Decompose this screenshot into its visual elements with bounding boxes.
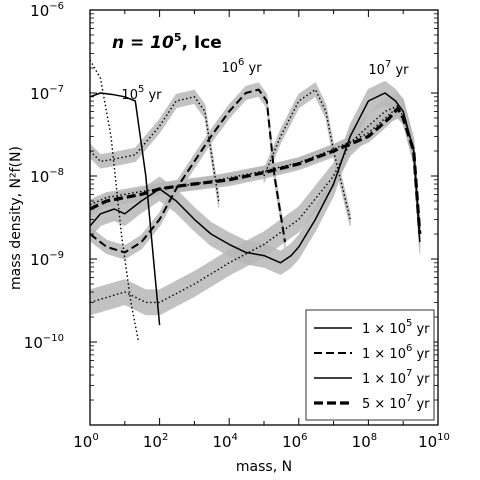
series-line — [89, 92, 161, 326]
y-tick-label-exp: −8 — [49, 167, 64, 178]
y-tick-label-exp: −9 — [49, 250, 64, 261]
x-tick-label-exp: 0 — [92, 432, 98, 443]
x-axis-label: mass, N — [236, 459, 292, 475]
curve-annotation: 105 yr — [121, 84, 162, 103]
series-line — [89, 106, 421, 231]
series-band — [263, 82, 351, 227]
curve-annotation-unit: yr — [391, 63, 409, 78]
x-tick-label: 108 — [352, 432, 377, 451]
legend: 1 × 105 yr1 × 106 yr1 × 107 yr5 × 107 yr — [305, 309, 435, 421]
chart-title-prefix: n = 10 — [112, 33, 174, 53]
legend-entry-base: 1 × 10 — [362, 372, 406, 387]
curve-annotation-unit: yr — [144, 88, 162, 103]
series-line — [89, 105, 421, 304]
x-tick-label-exp: 4 — [232, 432, 238, 443]
curve-annotation-base: 10 — [368, 63, 385, 78]
x-tick-label: 100 — [73, 432, 98, 451]
chart-title-exponent: 5 — [174, 31, 182, 44]
x-tick-label-base: 10 — [282, 433, 301, 451]
x-tick-label-base: 10 — [418, 433, 437, 451]
x-tick-label: 106 — [282, 432, 307, 451]
y-tick-label-base: 10 — [30, 251, 49, 269]
series-line — [89, 88, 286, 254]
legend-entry-unit: yr — [412, 347, 430, 362]
y-tick-label: 10−9 — [30, 250, 64, 269]
x-tick-label: 102 — [143, 432, 168, 451]
curve-annotation-unit: yr — [244, 61, 262, 76]
legend-entry-unit: yr — [412, 397, 430, 412]
y-tick-label: 10−8 — [30, 167, 64, 186]
y-tick-label-exp: −7 — [49, 84, 64, 95]
x-tick-label-exp: 8 — [371, 432, 377, 443]
x-tick-label: 104 — [212, 432, 237, 451]
legend-entry-exp: 7 — [406, 393, 412, 404]
plot-frame — [89, 9, 439, 426]
y-tick-label-base: 10 — [30, 168, 49, 186]
x-tick-label-exp: 10 — [437, 432, 450, 443]
x-tick-label-base: 10 — [73, 433, 92, 451]
series-line — [89, 59, 140, 343]
chart-title: n = 105, Ice — [112, 31, 222, 53]
legend-entry-base: 1 × 10 — [362, 322, 406, 337]
x-tick-label-exp: 6 — [301, 432, 307, 443]
series-line — [89, 92, 421, 264]
curve-annotation-exp: 6 — [238, 57, 244, 68]
legend-entry-exp: 5 — [406, 318, 412, 329]
chart-title-suffix: , Ice — [182, 33, 222, 53]
series-lines — [89, 59, 422, 343]
x-tick-label: 1010 — [418, 432, 450, 451]
x-tick-label-base: 10 — [212, 433, 231, 451]
x-tick-label-base: 10 — [352, 433, 371, 451]
y-tick-label: 10−6 — [30, 1, 64, 20]
curve-annotation: 106 yr — [221, 57, 262, 76]
y-tick-label: 10−10 — [24, 333, 64, 352]
legend-entry: 1 × 105 yr — [362, 318, 430, 337]
y-tick-label-base: 10 — [30, 2, 49, 20]
curve-annotation-exp: 5 — [138, 84, 144, 95]
legend-entry-base: 1 × 10 — [362, 347, 406, 362]
legend-entry-base: 5 × 10 — [362, 397, 406, 412]
y-tick-label: 10−7 — [30, 84, 64, 103]
y-axis-label: mass density, N²f(N) — [8, 146, 24, 290]
y-tick-label-exp: −6 — [49, 1, 64, 12]
legend-entry-exp: 6 — [406, 343, 412, 354]
legend-entry: 1 × 107 yr — [362, 368, 430, 387]
legend-entry: 5 × 107 yr — [362, 393, 430, 412]
curve-annotation: 107 yr — [368, 59, 409, 78]
legend-entry-unit: yr — [412, 322, 430, 337]
y-tick-label-exp: −10 — [43, 333, 64, 344]
curve-annotation-base: 10 — [121, 88, 138, 103]
x-tick-label-exp: 2 — [162, 432, 168, 443]
legend-entry-exp: 7 — [406, 368, 412, 379]
y-tick-label-base: 10 — [24, 334, 43, 352]
legend-entry: 1 × 106 yr — [362, 343, 430, 362]
curve-annotation-exp: 7 — [385, 59, 391, 70]
x-tick-label-base: 10 — [143, 433, 162, 451]
y-tick-label-base: 10 — [30, 85, 49, 103]
legend-entry-unit: yr — [412, 372, 430, 387]
series-band — [89, 89, 220, 208]
curve-annotation-base: 10 — [221, 61, 238, 76]
series-line — [89, 106, 422, 235]
